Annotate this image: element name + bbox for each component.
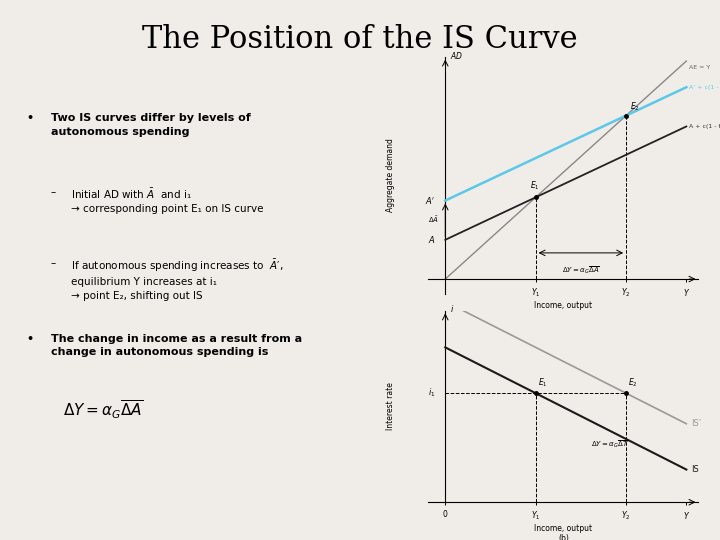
Text: $AD$: $AD$ [450, 50, 463, 61]
Text: –: – [50, 187, 56, 197]
Text: IS: IS [691, 465, 699, 474]
Text: $A'$: $A'$ [426, 195, 436, 206]
Text: $A$: $A$ [428, 234, 436, 245]
Text: $E_2$: $E_2$ [630, 101, 639, 113]
Text: The change in income as a result from a
change in autonomous spending is: The change in income as a result from a … [50, 334, 302, 357]
Text: $E_1$: $E_1$ [530, 179, 539, 192]
Text: $\Delta Y = \alpha_G \overline{\Delta A}$: $\Delta Y = \alpha_G \overline{\Delta A}… [63, 399, 143, 421]
Text: •: • [27, 334, 34, 344]
X-axis label: Income, output
(b): Income, output (b) [534, 524, 593, 540]
Text: Aggregate demand: Aggregate demand [386, 139, 395, 212]
Text: AE = Y: AE = Y [689, 65, 710, 70]
Text: $i_1$: $i_1$ [428, 387, 436, 400]
Text: –: – [50, 258, 56, 268]
Text: $\Delta\bar{A}$: $\Delta\bar{A}$ [428, 215, 439, 225]
Text: $i$: $i$ [450, 303, 454, 314]
X-axis label: Income, output
(a): Income, output (a) [534, 301, 593, 320]
Text: If autonomous spending increases to  $\bar{A}$′,
equilibrium Y increases at i₁
→: If autonomous spending increases to $\ba… [71, 258, 283, 301]
Text: $\Delta Y = \alpha_G \overline{\Delta A}$: $\Delta Y = \alpha_G \overline{\Delta A}… [562, 264, 600, 276]
Text: $\Delta Y = \alpha_G \overline{\Delta T}$: $\Delta Y = \alpha_G \overline{\Delta T}… [590, 438, 629, 450]
Text: A + c(1 - t) - bi₁: A + c(1 - t) - bi₁ [689, 124, 720, 129]
Text: A’ + c(1 - t) - bi₁: A’ + c(1 - t) - bi₁ [689, 85, 720, 90]
Text: Interest rate: Interest rate [386, 382, 395, 430]
Text: The Position of the IS Curve: The Position of the IS Curve [142, 24, 578, 55]
Text: $E_1$: $E_1$ [538, 377, 548, 389]
Text: •: • [27, 113, 34, 124]
Text: IS’: IS’ [691, 419, 701, 428]
Text: Initial AD with $\bar{A}$  and i₁
→ corresponding point E₁ on IS curve: Initial AD with $\bar{A}$ and i₁ → corre… [71, 187, 264, 214]
Text: Two IS curves differ by levels of
autonomous spending: Two IS curves differ by levels of autono… [50, 113, 251, 137]
Text: $E_2$: $E_2$ [629, 377, 638, 389]
